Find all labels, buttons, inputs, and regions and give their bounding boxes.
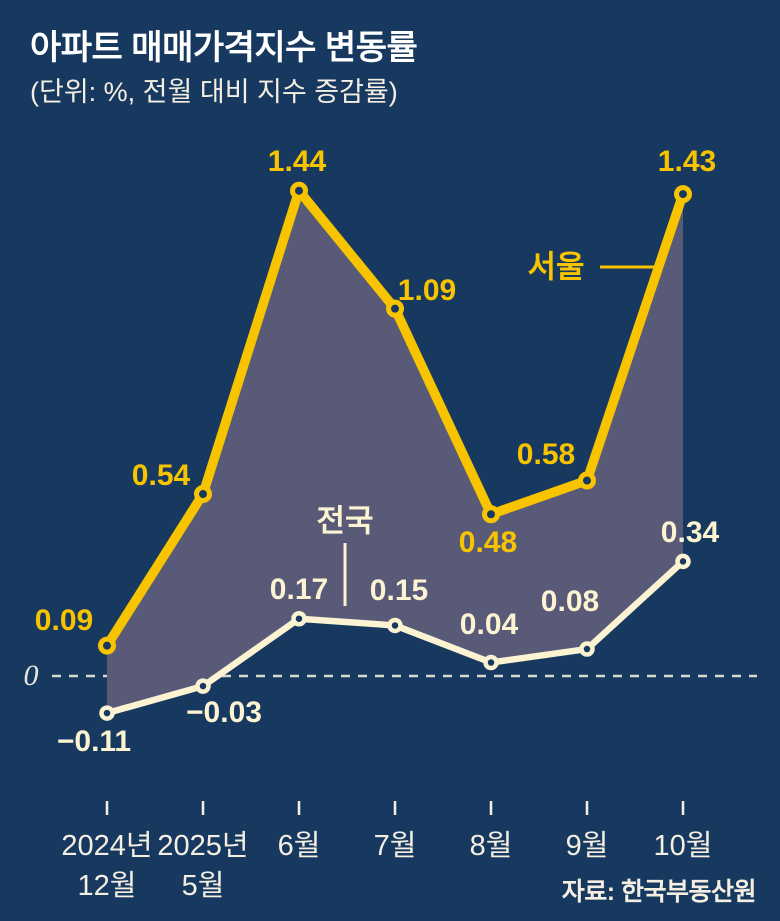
seoul-point-marker	[194, 485, 212, 504]
national-value-label: 0.17	[269, 572, 329, 606]
seoul-value-label: 0.58	[516, 437, 576, 471]
national-point-marker	[99, 705, 115, 721]
seoul-value-label: 0.54	[131, 459, 191, 493]
national-point-marker	[291, 610, 307, 627]
seoul-point-marker	[578, 471, 596, 490]
source-note: 자료: 한국부동산원	[561, 878, 757, 906]
area-fill-between-series	[107, 190, 683, 714]
x-axis-label: 10월	[653, 830, 713, 862]
seoul-series-label: 서울	[527, 249, 585, 285]
national-point-marker	[483, 654, 499, 671]
seoul-value-label: 0.48	[458, 526, 518, 560]
national-point-marker	[195, 678, 211, 694]
national-value-label: 0.15	[369, 574, 429, 608]
national-value-label: 0.34	[660, 516, 720, 550]
zero-axis-label: 0	[23, 659, 39, 692]
seoul-point-marker	[482, 505, 500, 524]
national-value-label: 0.04	[459, 607, 519, 641]
seoul-value-label: 1.44	[267, 144, 327, 178]
national-value-label: −0.03	[186, 696, 262, 730]
national-value-label: −0.11	[56, 725, 132, 759]
seoul-point-marker	[98, 636, 116, 655]
x-axis-label: 7월	[373, 830, 417, 862]
seoul-point-marker	[386, 299, 404, 318]
x-axis-label: 2025년 5월	[157, 830, 249, 902]
chart-subtitle: (단위: %, 전월 대비 지수 증감률)	[30, 77, 398, 107]
national-value-label: 0.08	[540, 585, 600, 619]
seoul-point-marker	[290, 181, 308, 200]
seoul-value-label: 1.43	[657, 145, 717, 179]
x-axis-label: 2024년 12월	[61, 830, 153, 902]
national-series-label: 전국	[316, 503, 374, 539]
national-point-marker	[387, 617, 403, 634]
seoul-point-marker	[674, 185, 692, 204]
seoul-value-label: 1.09	[397, 273, 457, 307]
x-axis-label: 6월	[277, 830, 321, 862]
x-axis-label: 8월	[469, 830, 513, 862]
national-point-marker	[579, 641, 595, 657]
chart-title: 아파트 매매가격지수 변동률	[30, 29, 418, 67]
national-point-marker	[675, 553, 691, 570]
x-axis-label: 9월	[565, 830, 609, 862]
seoul-value-label: 0.09	[34, 603, 94, 637]
